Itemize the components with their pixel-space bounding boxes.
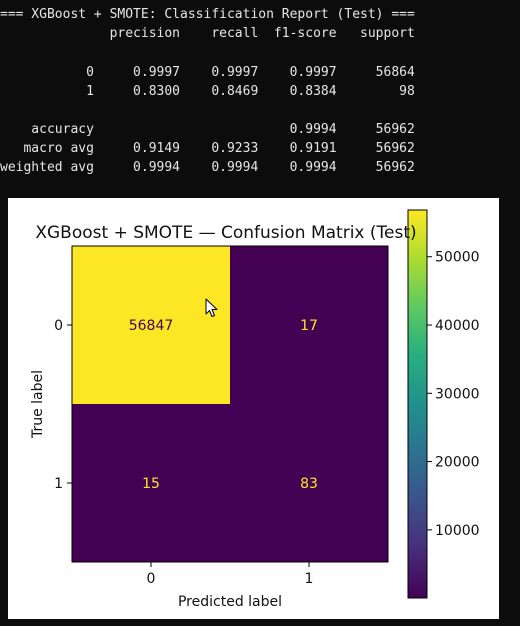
report-title-line: === XGBoost + SMOTE: Classification Repo…	[0, 7, 415, 22]
matrix-cell	[230, 404, 388, 562]
report-weighted-avg-line: weighted avg 0.9994 0.9994 0.9994 56962	[0, 160, 415, 175]
matrix-cells: 56847 17 15 83	[72, 246, 388, 562]
confusion-matrix-figure: 56847 17 15 83 0 1 0 1 Predicted label True la…	[8, 198, 499, 619]
colorbar-ticks: 10000 20000 30000 40000 50000	[427, 250, 480, 539]
matrix-cell-value: 83	[300, 476, 318, 492]
x-tick-label: 1	[305, 571, 314, 587]
report-blank-line	[0, 43, 520, 62]
matrix-frame	[71, 245, 389, 563]
colorbar-tick-label: 30000	[435, 386, 480, 402]
chart-title: XGBoost + SMOTE — Confusion Matrix (Test…	[35, 223, 416, 243]
mouse-pointer-icon	[205, 298, 218, 317]
y-tick-label: 0	[54, 318, 63, 334]
report-class-0-line: 0 0.9997 0.9997 0.9997 56864	[0, 65, 415, 80]
x-axis-label: Predicted label	[178, 594, 282, 610]
report-header-line: precision recall f1-score support	[0, 26, 415, 41]
matrix-axes: 0 1 0 1	[54, 318, 313, 587]
matrix-cell	[72, 404, 230, 562]
matrix-cell-value: 15	[142, 476, 160, 492]
terminal-output: === XGBoost + SMOTE: Classification Repo…	[0, 0, 520, 196]
colorbar: 10000 20000 30000 40000 50000	[407, 209, 480, 599]
matrix-cell-value: 56847	[129, 318, 174, 334]
report-blank-line	[0, 101, 520, 120]
colorbar-tick-label: 10000	[435, 523, 480, 539]
matrix-cell	[72, 246, 230, 404]
matrix-cell	[230, 246, 388, 404]
report-macro-avg-line: macro avg 0.9149 0.9233 0.9191 56962	[0, 141, 415, 156]
colorbar-tick-label: 40000	[435, 318, 480, 334]
matrix-cell-value: 17	[300, 318, 318, 334]
y-axis-label: True label	[30, 370, 46, 439]
colorbar-tick-label: 20000	[435, 455, 480, 471]
colorbar-gradient	[407, 209, 428, 599]
report-accuracy-line: accuracy 0.9994 56962	[0, 122, 415, 137]
colorbar-tick-label: 50000	[435, 250, 480, 266]
confusion-matrix-chart: 56847 17 15 83 0 1 0 1 Predicted label True la…	[30, 209, 480, 610]
report-class-1-line: 1 0.8300 0.8469 0.8384 98	[0, 84, 415, 99]
y-tick-label: 1	[54, 476, 63, 492]
x-tick-label: 0	[147, 571, 156, 587]
